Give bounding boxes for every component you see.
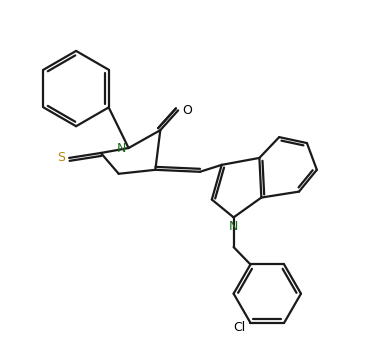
Text: O: O [182, 104, 192, 117]
Text: S: S [57, 151, 65, 164]
Text: N: N [229, 220, 238, 233]
Text: Cl: Cl [233, 321, 246, 334]
Text: N: N [117, 142, 127, 155]
